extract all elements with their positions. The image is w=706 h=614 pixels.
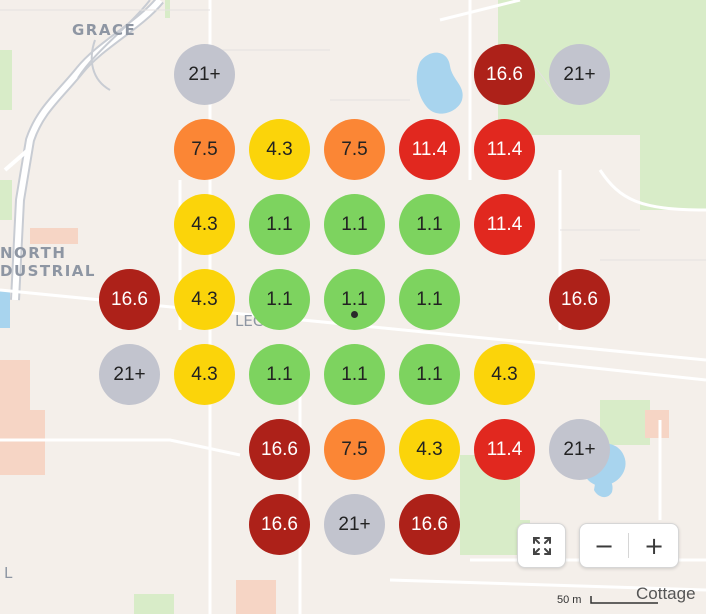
marker-value: 4.3: [266, 138, 293, 160]
cluster-marker[interactable]: 1.1: [249, 194, 310, 255]
cluster-marker[interactable]: 16.6: [249, 419, 310, 480]
park-area: [460, 455, 530, 555]
place-label-north: NORTH: [0, 244, 67, 262]
cluster-marker[interactable]: 1.1: [399, 194, 460, 255]
zoom-out-button[interactable]: −: [593, 531, 615, 560]
marker-value: 1.1: [266, 363, 293, 385]
cluster-marker[interactable]: 1.1: [399, 269, 460, 330]
cluster-marker[interactable]: 7.5: [324, 119, 385, 180]
cluster-marker[interactable]: 21+: [174, 44, 235, 105]
marker-value: 4.3: [191, 363, 218, 385]
cluster-marker[interactable]: 4.3: [474, 344, 535, 405]
place-label-cottage: Cottage: [636, 584, 696, 603]
cluster-marker[interactable]: 16.6: [474, 44, 535, 105]
marker-value: 1.1: [416, 363, 443, 385]
cluster-marker[interactable]: 16.6: [399, 494, 460, 555]
marker-value: 16.6: [261, 438, 298, 460]
zoom-control: − +: [579, 523, 679, 568]
marker-value: 21+: [113, 363, 146, 385]
marker-value: 7.5: [341, 438, 368, 460]
zoom-in-button[interactable]: +: [643, 531, 665, 560]
cluster-marker[interactable]: 21+: [549, 44, 610, 105]
marker-value: 11.4: [486, 438, 523, 460]
marker-value: 1.1: [341, 288, 368, 310]
marker-value: 21+: [563, 63, 596, 85]
cluster-marker[interactable]: 7.5: [174, 119, 235, 180]
fullscreen-button[interactable]: [518, 524, 565, 567]
marker-value: 1.1: [416, 288, 443, 310]
park-area: [498, 0, 706, 210]
marker-value: 11.4: [486, 138, 523, 160]
marker-value: 4.3: [191, 213, 218, 235]
place-label-edge: L: [4, 564, 13, 582]
scale-bar: [590, 596, 658, 604]
cluster-marker[interactable]: 4.3: [399, 419, 460, 480]
marker-value: 11.4: [486, 213, 523, 235]
cluster-marker[interactable]: 16.6: [99, 269, 160, 330]
marker-value: 16.6: [411, 513, 448, 535]
marker-value: 16.6: [561, 288, 598, 310]
cluster-marker[interactable]: 7.5: [324, 419, 385, 480]
zoom-divider: [628, 533, 629, 558]
fullscreen-control: [517, 523, 566, 568]
cluster-marker[interactable]: 1.1: [399, 344, 460, 405]
cluster-marker[interactable]: 21+: [99, 344, 160, 405]
marker-value: 1.1: [266, 213, 293, 235]
marker-value: 16.6: [261, 513, 298, 535]
cluster-marker[interactable]: 1.1: [324, 344, 385, 405]
cluster-marker[interactable]: 1.1: [249, 269, 310, 330]
cluster-marker[interactable]: 21+: [324, 494, 385, 555]
cluster-marker[interactable]: 4.3: [249, 119, 310, 180]
marker-value: 1.1: [341, 213, 368, 235]
cluster-marker[interactable]: 1.1: [249, 344, 310, 405]
marker-value: 1.1: [341, 363, 368, 385]
marker-value: 4.3: [491, 363, 518, 385]
lake: [416, 52, 463, 114]
marker-value: 7.5: [191, 138, 218, 160]
current-location-dot: [351, 311, 358, 318]
marker-value: 1.1: [416, 213, 443, 235]
marker-value: 16.6: [111, 288, 148, 310]
place-label-industrial: DUSTRIAL: [0, 262, 96, 280]
marker-value: 1.1: [266, 288, 293, 310]
marker-value: 4.3: [191, 288, 218, 310]
cluster-marker[interactable]: 1.1: [324, 194, 385, 255]
marker-value: 7.5: [341, 138, 368, 160]
marker-value: 11.4: [411, 138, 448, 160]
marker-value: 21+: [338, 513, 371, 535]
marker-value: 4.3: [416, 438, 443, 460]
cluster-marker[interactable]: 4.3: [174, 194, 235, 255]
marker-value: 16.6: [486, 63, 523, 85]
marker-value: 21+: [563, 438, 596, 460]
place-label-grace: GRACE: [72, 21, 137, 39]
fullscreen-icon: [532, 536, 551, 555]
cluster-marker[interactable]: 16.6: [249, 494, 310, 555]
cluster-marker[interactable]: 4.3: [174, 269, 235, 330]
cluster-marker[interactable]: 4.3: [174, 344, 235, 405]
cluster-marker[interactable]: 16.6: [549, 269, 610, 330]
cluster-marker[interactable]: 11.4: [474, 194, 535, 255]
marker-value: 21+: [188, 63, 221, 85]
cluster-marker[interactable]: 1.1: [324, 269, 385, 330]
cluster-marker[interactable]: 11.4: [399, 119, 460, 180]
cluster-marker[interactable]: 11.4: [474, 119, 535, 180]
cluster-marker[interactable]: 11.4: [474, 419, 535, 480]
cluster-marker[interactable]: 21+: [549, 419, 610, 480]
scale-label: 50 m: [557, 594, 582, 606]
